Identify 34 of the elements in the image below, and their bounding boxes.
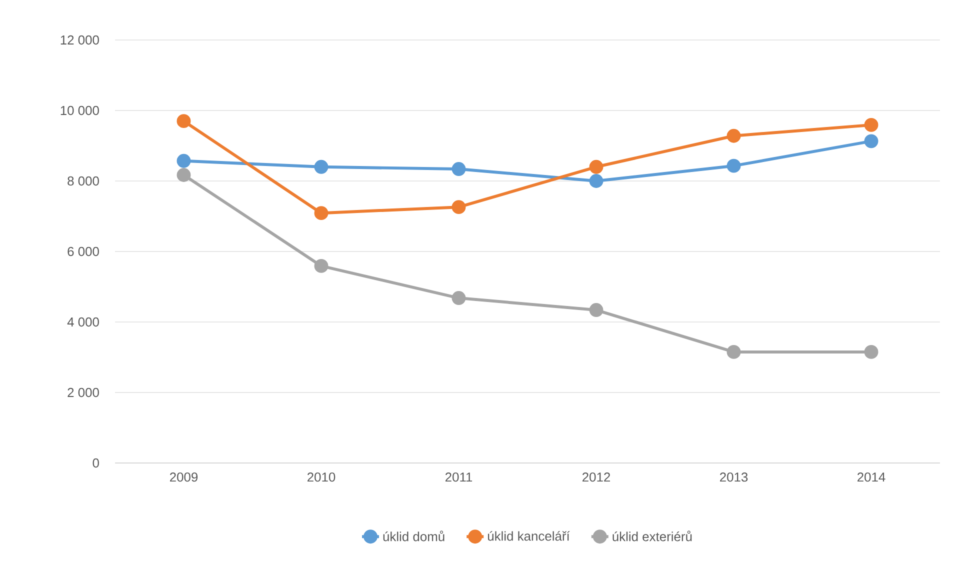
y-tick-label: 6 000 [68,246,99,256]
y-tick-label: 12 000 [60,35,99,45]
point [314,206,328,220]
point [864,118,878,132]
point [864,134,878,148]
y-tick-label: 2 000 [68,388,99,398]
x-tick-label: 2009 [170,472,198,482]
point [726,158,741,173]
point [314,160,328,174]
point [314,258,328,273]
point [176,168,191,182]
y-tick-label: 10 000 [60,106,99,116]
x-tick-label: 2011 [445,472,472,482]
point [726,344,741,359]
y-tick-label: 4 000 [67,317,99,327]
point [864,344,878,359]
point [176,114,191,128]
legend-label: úklid exteriérů [612,530,692,542]
point [452,291,466,306]
x-tick-label: 2014 [858,472,886,482]
y-tick-label: 0 [92,458,99,468]
point [589,160,604,174]
point [176,154,191,168]
x-tick-label: 2010 [308,472,336,482]
x-tick-label: 2013 [720,472,748,482]
x-tick-label: 2012 [582,472,610,482]
legend-label: úklid domů [383,530,444,542]
point [452,200,466,214]
point [589,303,604,317]
legend-label: úklid kanceláří [488,531,570,541]
point [589,174,604,188]
point [452,162,466,176]
y-tick-label: 8 000 [68,176,99,186]
point [726,128,741,143]
